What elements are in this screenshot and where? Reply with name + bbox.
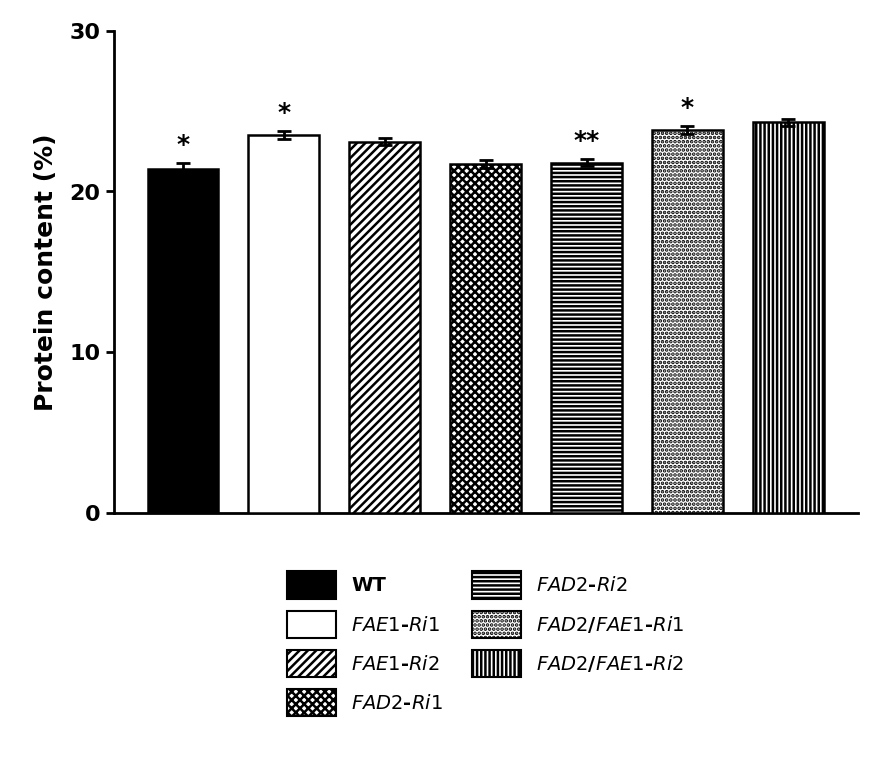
Text: **: **	[573, 129, 599, 153]
Text: *: *	[177, 133, 190, 157]
Bar	[652, 130, 723, 513]
Bar	[551, 162, 622, 513]
Text: *: *	[681, 96, 694, 120]
Bar	[248, 135, 319, 513]
Bar	[148, 169, 218, 513]
Text: *: *	[277, 101, 290, 125]
Legend: WT, $\it{FAE1}$-$\it{Ri1}$, $\it{FAE1}$-$\it{Ri2}$, $\it{FAD2}$-$\it{Ri1}$, $\it: WT, $\it{FAE1}$-$\it{Ri1}$, $\it{FAE1}$-…	[268, 552, 704, 736]
Bar	[349, 142, 420, 513]
Bar	[753, 123, 823, 513]
Y-axis label: Protein content (%): Protein content (%)	[34, 133, 59, 411]
Bar	[451, 164, 521, 513]
